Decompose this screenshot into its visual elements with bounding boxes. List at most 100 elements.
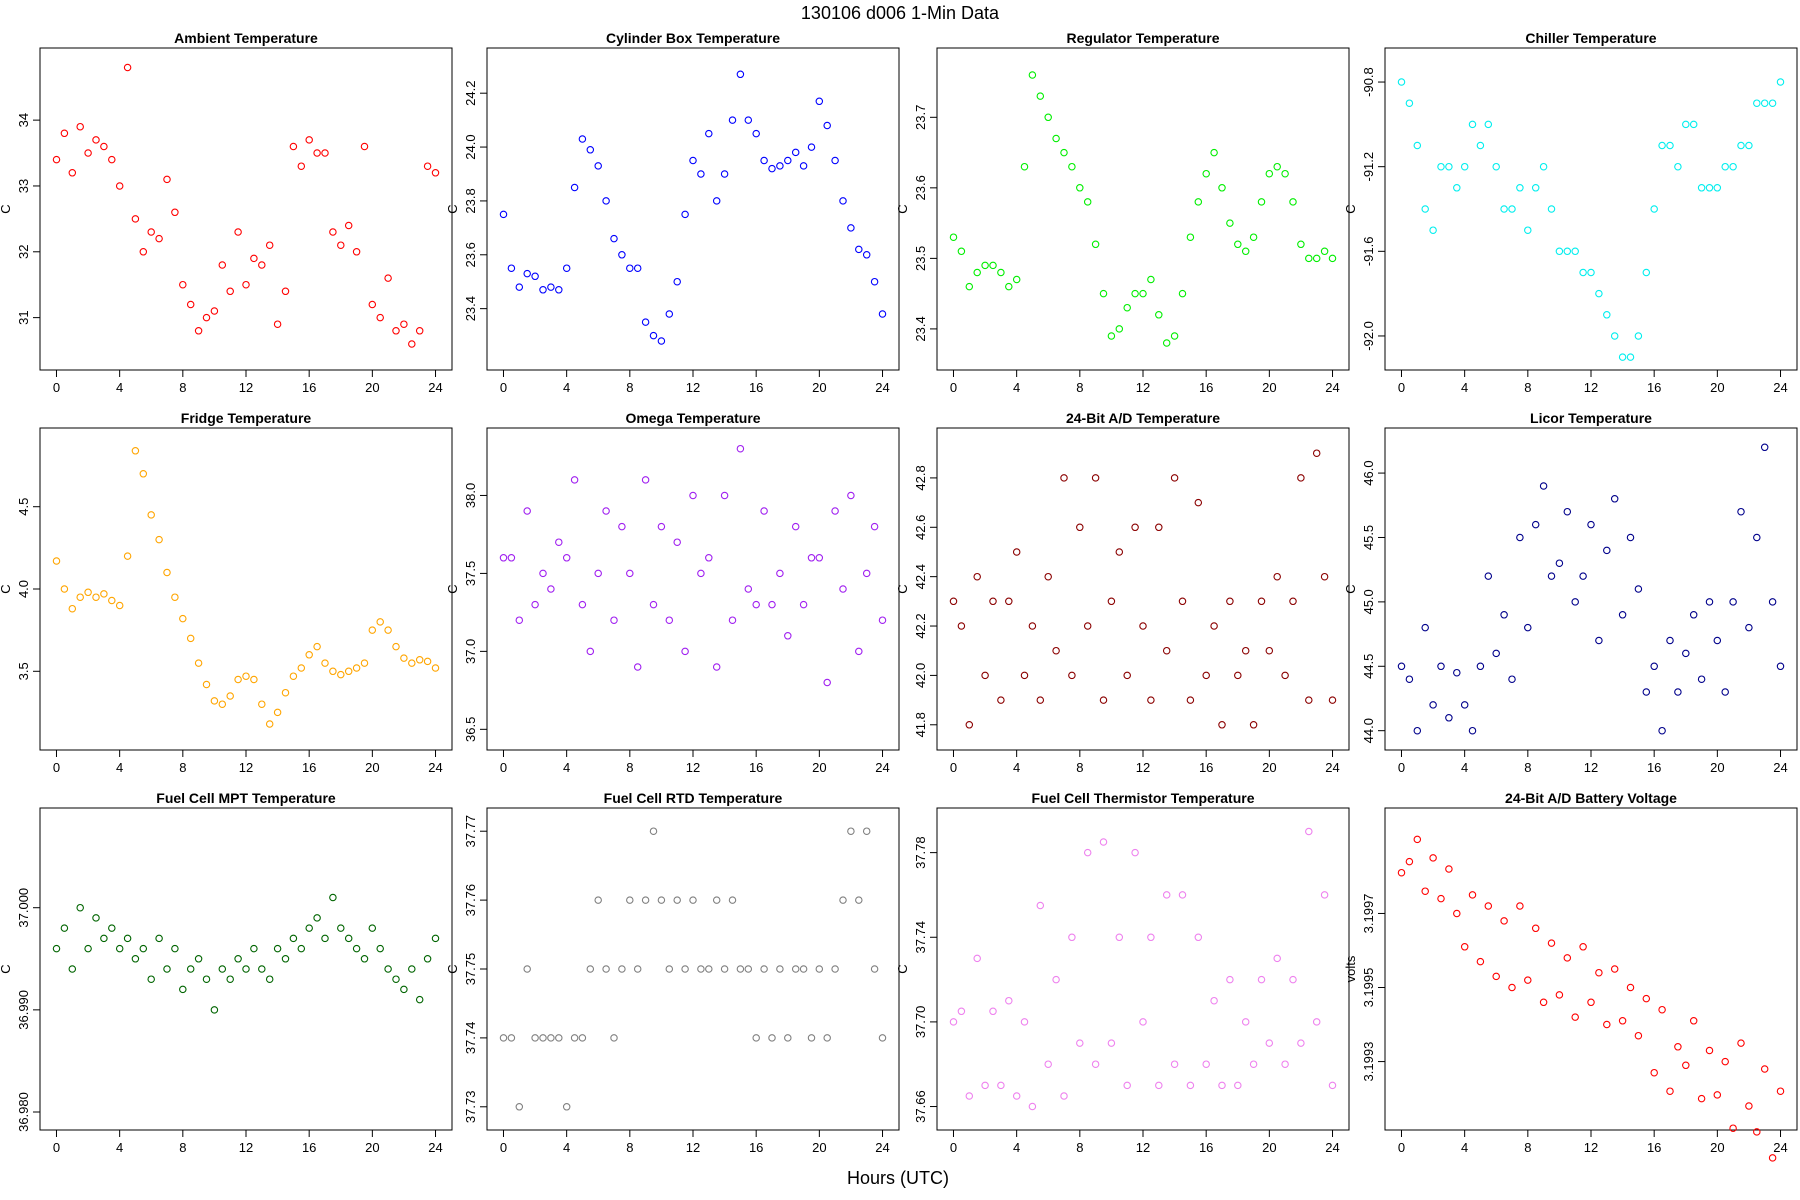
data-point [115, 601, 124, 610]
data-point [147, 511, 155, 519]
x-tick-label: 0 [950, 760, 957, 775]
data-point [1539, 162, 1548, 171]
x-tick-label: 0 [950, 380, 957, 395]
data-point [376, 944, 384, 953]
data-point [1539, 482, 1548, 490]
data-point [400, 320, 408, 328]
data-point [989, 1007, 997, 1016]
x-tick-label: 20 [1710, 1140, 1724, 1155]
data-point [226, 692, 234, 700]
data-point [633, 264, 642, 272]
data-point [1234, 1081, 1242, 1090]
data-point [705, 554, 713, 562]
y-tick-label: 37.0 [463, 639, 478, 664]
data-point [878, 616, 887, 624]
data-point [242, 280, 250, 289]
plot-frame [1384, 47, 1798, 371]
x-tick-label: 24 [428, 380, 442, 395]
data-point [744, 585, 753, 593]
panel-title: Fuel Cell Thermistor Temperature [1031, 790, 1254, 806]
data-point [360, 659, 369, 667]
y-tick-label: 37.75 [463, 953, 478, 986]
panel-title: Fuel Cell RTD Temperature [604, 790, 783, 806]
data-point [289, 142, 298, 151]
data-point [1012, 548, 1021, 556]
data-point [1234, 240, 1242, 249]
data-point [957, 622, 966, 630]
data-point [1666, 636, 1674, 645]
y-tick-label: 23.5 [913, 246, 928, 271]
data-point [1249, 721, 1258, 729]
series-ambient [52, 63, 440, 348]
data-point [1579, 572, 1587, 580]
data-point [823, 1034, 831, 1042]
data-point [1147, 696, 1155, 704]
data-point [131, 955, 140, 963]
data-point [210, 307, 219, 315]
data-point [1083, 622, 1092, 630]
data-point [1005, 996, 1013, 1005]
y-tick-label: 31 [16, 310, 31, 324]
y-tick-label: 37.77 [463, 815, 478, 848]
x-tick-label: 8 [1524, 1140, 1531, 1155]
x-tick-label: 4 [116, 380, 123, 395]
data-point [1289, 198, 1297, 206]
panel-title: Chiller Temperature [1525, 30, 1656, 46]
data-point [562, 1103, 571, 1111]
data-point [344, 221, 353, 230]
y-tick-label: -91.6 [1361, 236, 1376, 266]
data-point [1289, 975, 1297, 984]
data-point [52, 155, 61, 164]
data-point [1492, 162, 1500, 171]
data-point [697, 965, 705, 973]
data-point [626, 896, 634, 904]
data-point [791, 965, 800, 973]
data-point [1500, 205, 1508, 213]
data-point [1052, 646, 1060, 655]
data-point [1508, 675, 1516, 683]
data-point [807, 554, 816, 562]
data-point [163, 568, 171, 577]
data-point [1484, 902, 1493, 910]
data-point [1650, 1068, 1658, 1077]
data-point [368, 626, 377, 634]
data-point [1626, 983, 1635, 992]
data-point [1005, 597, 1013, 606]
data-point [768, 164, 776, 173]
x-tick-label: 8 [179, 760, 186, 775]
data-point [1194, 933, 1203, 942]
x-tick-label: 16 [302, 1140, 316, 1155]
data-point [179, 985, 187, 994]
y-tick-label: 46.0 [1361, 460, 1376, 485]
data-point [1028, 622, 1037, 630]
series-fridge [52, 447, 440, 728]
y-tick-label: 36.5 [463, 717, 478, 742]
data-point [531, 600, 539, 609]
data-point [1468, 726, 1477, 735]
y-tick-label: 44.5 [1361, 654, 1376, 679]
data-point [1060, 1092, 1068, 1100]
x-tick-label: 4 [563, 1140, 570, 1155]
data-point [1020, 1018, 1029, 1026]
data-point [744, 965, 753, 973]
y-tick-label: 32 [16, 245, 31, 259]
x-tick-label: 24 [1773, 1140, 1787, 1155]
data-point [1610, 965, 1619, 973]
y-tick-label: 42.8 [913, 465, 928, 490]
data-point [957, 1007, 966, 1016]
data-point [1460, 701, 1469, 709]
data-point [1257, 975, 1266, 984]
data-point [265, 241, 274, 249]
data-point [194, 659, 203, 667]
data-point [1524, 976, 1532, 984]
data-point [1297, 474, 1305, 482]
data-point [92, 136, 100, 144]
data-point [147, 975, 155, 983]
y-axis-label: C [445, 584, 460, 593]
panel-fridge-temperature: Fridge Temperature 0 4 8 12 16 20 24 3.5 4.0 4.5 C [0, 410, 453, 775]
data-point [1689, 1017, 1698, 1025]
data-point [202, 313, 211, 322]
data-point [1745, 141, 1753, 150]
data-point [831, 156, 839, 165]
